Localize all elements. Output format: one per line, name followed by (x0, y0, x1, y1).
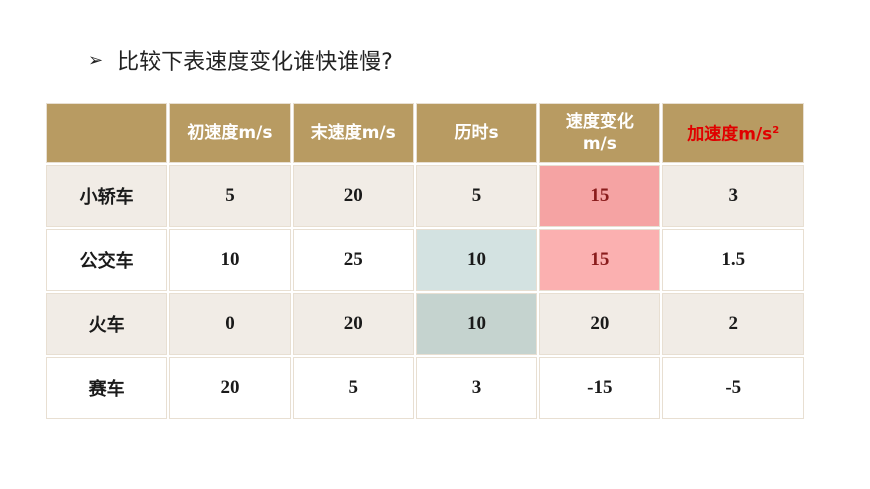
arrow-bullet-icon: ➢ (88, 49, 104, 71)
table-row: 赛车 20 5 3 -15 -5 (46, 357, 804, 419)
cell-final-velocity: 20 (292, 293, 414, 355)
heading-text: 比较下表速度变化谁快谁慢? (117, 50, 393, 75)
table-row: 火车 0 20 10 20 2 (46, 293, 804, 355)
header-cell-duration: 历时s (415, 103, 538, 163)
velocity-change-label: 速度变化 (565, 112, 634, 132)
cell-acceleration: -5 (662, 357, 804, 419)
cell-initial-velocity: 5 (169, 165, 291, 227)
velocity-change-unit: m/s (582, 134, 617, 154)
row-label: 小轿车 (46, 165, 168, 227)
acceleration-exponent: 2 (772, 125, 780, 137)
cell-initial-velocity: 10 (169, 229, 291, 291)
cell-initial-velocity: 20 (169, 357, 291, 419)
header-cell-velocity-change: 速度变化 m/s (539, 103, 661, 163)
cell-duration: 10 (415, 293, 538, 355)
cell-velocity-change: -15 (539, 357, 661, 419)
header-cell-empty (46, 103, 168, 163)
cell-velocity-change: 15 (539, 165, 661, 227)
cell-velocity-change: 15 (539, 229, 661, 291)
cell-initial-velocity: 0 (169, 293, 291, 355)
cell-acceleration: 1.5 (662, 229, 804, 291)
cell-duration: 3 (415, 357, 538, 419)
acceleration-label: 加速度m/s (687, 124, 773, 145)
row-label: 赛车 (46, 357, 168, 419)
cell-duration: 10 (415, 229, 538, 291)
table-row: 小轿车 5 20 5 15 3 (46, 165, 804, 227)
cell-final-velocity: 5 (292, 357, 414, 419)
cell-duration: 5 (415, 165, 538, 227)
row-label: 火车 (46, 293, 168, 355)
comparison-table: 初速度m/s 末速度m/s 历时s 速度变化 m/s 加速度m/s2 小轿车 5… (44, 101, 806, 421)
cell-acceleration: 2 (662, 293, 804, 355)
row-label: 公交车 (46, 229, 168, 291)
cell-velocity-change: 20 (539, 293, 661, 355)
header-cell-final-velocity: 末速度m/s (292, 103, 414, 163)
cell-final-velocity: 25 (292, 229, 414, 291)
header-cell-initial-velocity: 初速度m/s (169, 103, 291, 163)
table-row: 公交车 10 25 10 15 1.5 (46, 229, 804, 291)
cell-acceleration: 3 (662, 165, 804, 227)
slide-heading: ➢ 比较下表速度变化谁快谁慢? (88, 42, 393, 78)
header-cell-acceleration: 加速度m/s2 (662, 103, 804, 163)
table-header-row: 初速度m/s 末速度m/s 历时s 速度变化 m/s 加速度m/s2 (46, 103, 804, 163)
cell-final-velocity: 20 (292, 165, 414, 227)
